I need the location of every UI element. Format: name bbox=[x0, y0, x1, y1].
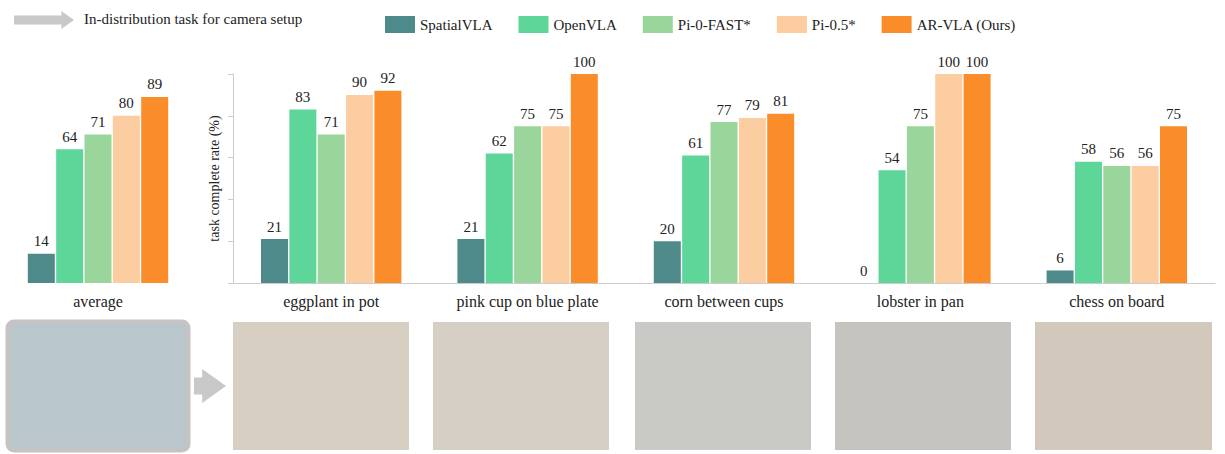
svg-text:21: 21 bbox=[463, 219, 478, 235]
svg-text:100: 100 bbox=[966, 54, 989, 70]
svg-text:pink cup on blue plate: pink cup on blue plate bbox=[457, 293, 599, 311]
svg-text:71: 71 bbox=[324, 114, 339, 130]
svg-text:56: 56 bbox=[1109, 145, 1125, 161]
svg-text:SpatialVLA: SpatialVLA bbox=[420, 17, 493, 33]
svg-text:21: 21 bbox=[267, 219, 282, 235]
svg-text:lobster in pan: lobster in pan bbox=[877, 293, 964, 311]
svg-text:Pi-0-FAST*: Pi-0-FAST* bbox=[678, 17, 751, 33]
svg-text:92: 92 bbox=[380, 70, 395, 86]
svg-text:90: 90 bbox=[352, 74, 367, 90]
svg-text:average: average bbox=[73, 293, 123, 311]
svg-text:89: 89 bbox=[147, 76, 162, 92]
svg-text:chess on board: chess on board bbox=[1069, 293, 1164, 310]
svg-text:79: 79 bbox=[745, 97, 760, 113]
svg-text:71: 71 bbox=[91, 114, 106, 130]
svg-text:58: 58 bbox=[1081, 141, 1096, 157]
svg-text:75: 75 bbox=[1166, 106, 1181, 122]
svg-text:OpenVLA: OpenVLA bbox=[553, 17, 616, 33]
svg-text:20: 20 bbox=[660, 221, 675, 237]
svg-text:61: 61 bbox=[688, 135, 703, 151]
svg-text:62: 62 bbox=[492, 133, 507, 149]
svg-text:0: 0 bbox=[860, 263, 868, 279]
svg-text:100: 100 bbox=[938, 54, 961, 70]
svg-text:81: 81 bbox=[773, 93, 788, 109]
svg-text:83: 83 bbox=[295, 89, 310, 105]
svg-text:56: 56 bbox=[1138, 145, 1154, 161]
svg-text:77: 77 bbox=[717, 102, 733, 118]
svg-text:corn between cups: corn between cups bbox=[664, 293, 783, 311]
svg-text:80: 80 bbox=[119, 95, 134, 111]
svg-text:14: 14 bbox=[34, 233, 50, 249]
svg-text:75: 75 bbox=[913, 106, 928, 122]
svg-text:54: 54 bbox=[885, 150, 901, 166]
svg-text:AR-VLA (Ours): AR-VLA (Ours) bbox=[917, 17, 1016, 34]
svg-text:In-distribution task for camer: In-distribution task for camera setup bbox=[84, 11, 302, 27]
svg-text:64: 64 bbox=[62, 129, 78, 145]
svg-text:75: 75 bbox=[548, 106, 563, 122]
svg-text:task complete rate (%): task complete rate (%) bbox=[207, 115, 223, 242]
svg-text:75: 75 bbox=[520, 106, 535, 122]
svg-text:100: 100 bbox=[573, 54, 596, 70]
svg-text:6: 6 bbox=[1056, 250, 1064, 266]
svg-text:eggplant in pot: eggplant in pot bbox=[283, 293, 380, 311]
svg-text:Pi-0.5*: Pi-0.5* bbox=[812, 17, 856, 33]
